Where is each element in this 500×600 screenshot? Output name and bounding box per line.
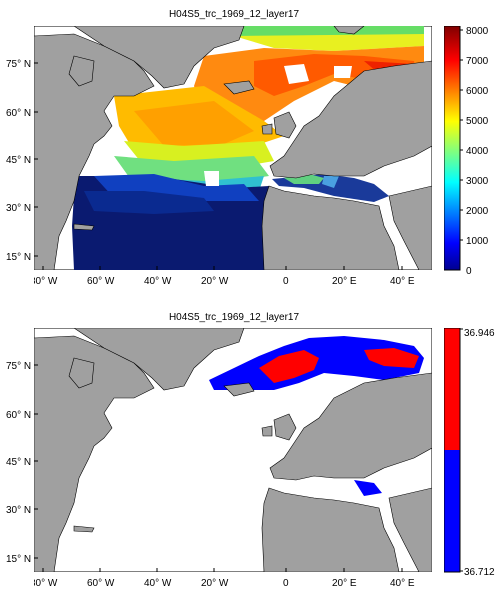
top-lon-label-0: 0 [283,276,289,287]
bottom-lon-label-20w: 20° W [201,578,229,589]
top-colorbar: 8000 7000 6000 5000 4000 3000 2000 1000 … [444,26,489,276]
top-lon-label-60w: 60° W [87,276,115,287]
bottom-lon-axis: 80° W 60° W 40° W 20° W 0 20° E 40° E [34,578,415,589]
top-cbar-tick-1000: 1000 [466,236,489,247]
top-cbar-tick-0: 0 [466,266,472,276]
top-cbar-tick-2000: 2000 [466,206,489,217]
top-lon-label-80w: 80° W [34,276,58,287]
top-lat-axis: 75° N 60° N 45° N 30° N 15° N [6,59,31,263]
top-cbar-tick-3000: 3000 [466,176,489,187]
bottom-colorbar-upper [444,328,460,450]
bottom-lat-axis: 75° N 60° N 45° N 30° N 15° N [6,361,31,565]
bottom-data-field [209,336,424,496]
bottom-map-panel [34,328,432,572]
bottom-lon-label-20e: 20° E [332,578,357,589]
top-land [34,26,432,270]
top-lon-label-20e: 20° E [332,276,357,287]
top-lat-label-60: 60° N [6,108,31,119]
bottom-lon-label-80w: 80° W [34,578,58,589]
top-lat-label-75: 75° N [6,59,31,70]
top-cbar-tick-7000: 7000 [466,56,489,67]
bottom-cbar-bottom-label: 36.712 [464,567,495,578]
bottom-lon-label-40w: 40° W [144,578,172,589]
top-cbar-tick-4000: 4000 [466,146,489,157]
top-lat-label-15: 15° N [6,252,31,263]
top-lon-axis: 80° W 60° W 40° W 20° W 0 20° E 40° E [34,276,415,287]
top-map-title: H04S5_trc_1969_12_layer17 [168,9,300,20]
top-data-field [72,26,424,270]
top-ticks [34,62,403,270]
top-lon-label-40w: 40° W [144,276,172,287]
top-cbar-tick-6000: 6000 [466,86,489,97]
bottom-lat-label-75: 75° N [6,361,31,372]
top-map-panel [34,26,432,270]
bottom-lon-label-0: 0 [283,578,289,589]
top-colorbar-gradient [444,26,461,271]
bottom-colorbar: 36.946 36.712 [444,328,495,578]
bottom-colorbar-lower [444,450,460,572]
top-lon-label-20w: 20° W [201,276,229,287]
bottom-map-title: H04S5_trc_1969_12_layer17 [168,312,300,323]
top-lat-label-45: 45° N [6,155,31,166]
bottom-ticks [34,364,403,572]
bottom-lon-label-60w: 60° W [87,578,115,589]
bottom-cbar-top-label: 36.946 [464,328,495,339]
top-lat-label-30: 30° N [6,203,31,214]
bottom-lat-label-30: 30° N [6,505,31,516]
bottom-land [34,328,432,572]
top-lon-label-40e: 40° E [390,276,415,287]
bottom-lat-label-60: 60° N [6,410,31,421]
top-cbar-tick-5000: 5000 [466,116,489,127]
bottom-lon-label-40e: 40° E [390,578,415,589]
top-cbar-tick-8000: 8000 [466,26,489,37]
bottom-lat-label-45: 45° N [6,457,31,468]
bottom-lat-label-15: 15° N [6,554,31,565]
